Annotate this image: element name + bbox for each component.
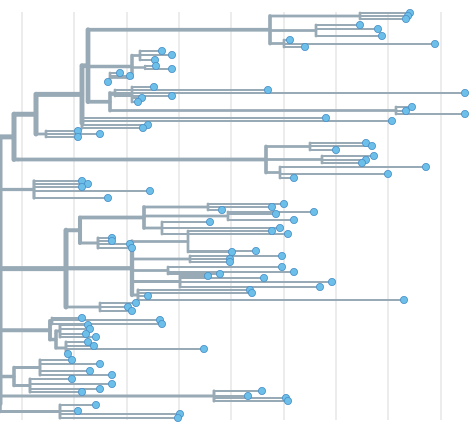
tip-node[interactable] [205,217,214,226]
tip-node[interactable] [157,47,166,56]
tip-node[interactable] [289,267,298,276]
tip-node[interactable] [199,344,208,353]
tip-node[interactable] [74,132,83,141]
tip-node[interactable] [321,114,330,123]
tip-node[interactable] [78,182,87,191]
tip-node[interactable] [104,193,113,202]
tip-node[interactable] [377,32,386,41]
tip-node[interactable] [267,202,276,211]
tip-node[interactable] [104,78,113,87]
tip-node[interactable] [263,86,272,95]
tip-node[interactable] [217,205,226,214]
tip-node[interactable] [383,169,392,178]
tip-node[interactable] [401,107,410,116]
tip-node[interactable] [78,313,87,322]
tip-node[interactable] [460,110,469,119]
tip-node[interactable] [151,62,160,71]
tip-node[interactable] [74,406,83,415]
tip-node[interactable] [300,43,309,52]
tip-node[interactable] [247,288,256,297]
tip-node[interactable] [289,173,298,182]
tip-node[interactable] [227,247,236,256]
tip-node[interactable] [127,306,136,315]
tip-node[interactable] [96,384,105,393]
tip-node[interactable] [283,396,292,405]
tip-node[interactable] [96,359,105,368]
tip-node[interactable] [267,226,276,235]
tip-node[interactable] [251,246,260,255]
tip-node[interactable] [149,83,158,92]
tip-node[interactable] [108,236,117,245]
tip-node[interactable] [108,379,117,388]
tip-node[interactable] [401,14,410,23]
tip-node[interactable] [289,215,298,224]
tip-node[interactable] [203,271,212,280]
tip-node[interactable] [309,207,318,216]
tip-node[interactable] [108,370,117,379]
tip-node[interactable] [430,40,439,49]
tip-node[interactable] [215,269,224,278]
tip-node[interactable] [78,387,87,396]
tip-node[interactable] [367,141,376,150]
tip-node[interactable] [283,229,292,238]
tip-node[interactable] [277,251,286,260]
tip-node[interactable] [82,329,91,338]
tip-node[interactable] [133,98,142,107]
tip-node[interactable] [331,145,340,154]
tip-node[interactable] [357,158,366,167]
tip-node[interactable] [369,151,378,160]
tip-node[interactable] [167,92,176,101]
tip-node[interactable] [84,337,93,346]
tip-node[interactable] [225,257,234,266]
tip-node[interactable] [399,295,408,304]
tip-node[interactable] [90,341,99,350]
tip-node[interactable] [138,124,147,133]
tip-node[interactable] [327,277,336,286]
tip-node[interactable] [271,209,280,218]
tip-node[interactable] [86,366,95,375]
tip-node[interactable] [275,223,284,232]
tip-node[interactable] [92,332,101,341]
tip-node[interactable] [92,400,101,409]
tip-node[interactable] [259,273,268,282]
tip-node[interactable] [460,89,469,98]
tip-node[interactable] [116,69,125,78]
tip-node[interactable] [126,72,135,81]
tip-node[interactable] [167,51,176,60]
tip-node[interactable] [157,319,166,328]
tree-branches [0,11,466,420]
tip-node[interactable] [64,349,73,358]
tree-tips[interactable] [64,8,469,422]
tip-node[interactable] [279,199,288,208]
tip-node[interactable] [421,162,430,171]
tip-node[interactable] [285,36,294,45]
tip-node[interactable] [277,262,286,271]
tip-node[interactable] [315,282,324,291]
tip-node[interactable] [355,20,364,29]
tip-node[interactable] [407,103,416,112]
tip-node[interactable] [173,413,182,422]
tip-node[interactable] [143,291,152,300]
tip-node[interactable] [68,355,77,364]
tip-node[interactable] [373,24,382,33]
tip-node[interactable] [68,374,77,383]
grid-lines [21,12,442,420]
tip-node[interactable] [131,298,140,307]
tip-node[interactable] [387,117,396,126]
tip-node[interactable] [167,65,176,74]
tip-node[interactable] [243,391,252,400]
tip-node[interactable] [127,243,136,252]
tip-node[interactable] [145,186,154,195]
tip-node[interactable] [257,386,266,395]
tip-node[interactable] [96,129,105,138]
